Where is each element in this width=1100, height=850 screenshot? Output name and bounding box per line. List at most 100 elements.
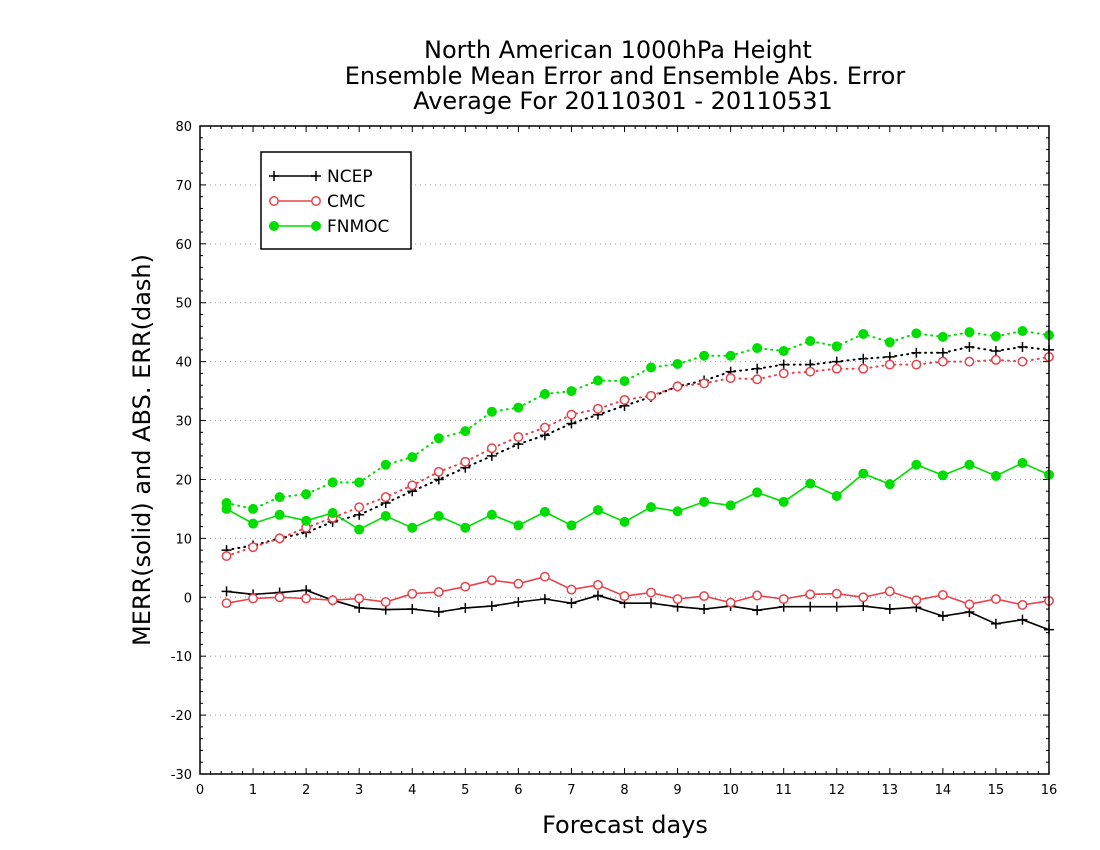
series-fnmoc-abs-err-point <box>964 327 975 338</box>
series-ncep <box>221 341 1054 635</box>
legend-marker <box>311 196 321 206</box>
series-cmc-merr-point <box>911 595 922 606</box>
x-tick-label: 14 <box>935 783 952 798</box>
series-layer <box>221 326 1054 635</box>
series-cmc-abs-err-point <box>566 409 577 420</box>
series-cmc-merr-point <box>805 589 816 600</box>
y-axis-label: MERR(solid) and ABS. ERR(dash) <box>128 254 156 646</box>
series-ncep-merr-point <box>884 604 895 615</box>
x-tick-label: 6 <box>514 783 522 798</box>
x-tick-label: 12 <box>828 783 845 798</box>
series-cmc-abs-err-point <box>990 354 1001 365</box>
series-cmc-abs-err-point <box>539 422 550 433</box>
series-fnmoc-merr-point <box>619 516 630 527</box>
x-tick-label: 7 <box>567 783 575 798</box>
series-fnmoc-merr-point <box>460 522 471 533</box>
series-fnmoc-merr-point <box>805 478 816 489</box>
series-cmc-merr-point <box>619 591 630 602</box>
legend: NCEP CMC FNMOC <box>260 151 412 250</box>
series-cmc-abs-err-point <box>937 356 948 367</box>
x-tick-label: 9 <box>673 783 681 798</box>
legend-label-fnmoc: FNMOC <box>327 217 389 237</box>
series-cmc-abs-err-point <box>221 551 232 561</box>
series-fnmoc-merr-point <box>831 490 842 501</box>
series-fnmoc-merr-point <box>380 510 391 521</box>
y-tick-label: 10 <box>175 532 192 547</box>
grid <box>200 184 1049 716</box>
series-fnmoc-merr-point <box>964 459 975 470</box>
series-fnmoc-abs-err-point <box>752 343 763 354</box>
y-tick-label: 70 <box>175 179 192 194</box>
series-ncep-merr-point <box>592 590 603 601</box>
series-ncep-merr-point <box>858 601 869 612</box>
series-ncep-merr-point <box>990 618 1001 629</box>
series-cmc-merr-point <box>725 597 736 608</box>
series-cmc-merr-point <box>486 575 497 586</box>
series-cmc-abs-err-point <box>858 363 869 374</box>
series-fnmoc-merr-point <box>937 470 948 481</box>
series-fnmoc-abs-err-point <box>539 389 550 400</box>
series-cmc-merr-point <box>990 594 1001 604</box>
series-fnmoc-abs-err-point <box>486 406 497 417</box>
series-fnmoc-merr-point <box>592 505 603 516</box>
series-fnmoc-abs-err-point <box>805 336 816 347</box>
series-cmc-abs-err-point <box>513 432 524 442</box>
series-cmc-merr-point <box>380 597 391 607</box>
series-cmc-abs-err-point <box>274 533 285 544</box>
series-fnmoc-abs-err-point <box>725 350 736 361</box>
legend-marker <box>311 171 321 181</box>
series-cmc-abs-err-point <box>248 542 259 553</box>
y-tick-label: -30 <box>171 768 192 783</box>
series-fnmoc-abs-err-point <box>248 503 259 514</box>
series-cmc-abs-err-point <box>699 378 710 389</box>
series-fnmoc-merr-point <box>301 515 312 526</box>
series-cmc-merr-point <box>354 593 365 604</box>
series-cmc-merr-point <box>884 586 895 597</box>
series-fnmoc-abs-err-point <box>301 489 312 500</box>
series-fnmoc-abs-err-point <box>778 346 789 357</box>
series-cmc-abs-err-point <box>1017 356 1028 367</box>
series-cmc <box>221 351 1054 610</box>
x-tick-label: 3 <box>355 783 363 798</box>
series-cmc-merr-point <box>699 591 710 602</box>
series-fnmoc-abs-err-point <box>566 386 577 397</box>
series-fnmoc-abs-err-point <box>858 328 869 339</box>
series-fnmoc-merr-point <box>672 506 683 517</box>
series-cmc-abs-err-point <box>593 403 603 414</box>
series-cmc-merr-point <box>593 579 603 590</box>
series-fnmoc-merr-point <box>274 509 285 520</box>
series-fnmoc-merr-point <box>646 502 657 513</box>
series-cmc-abs-err-point <box>380 492 391 503</box>
series-fnmoc-merr-point <box>248 518 259 529</box>
y-tick-label: -20 <box>171 709 192 724</box>
x-tick-label: 13 <box>882 783 899 798</box>
x-tick-label: 16 <box>1041 783 1058 798</box>
plot-frame <box>199 125 1050 775</box>
series-ncep-merr-point <box>539 594 550 605</box>
series-ncep-merr-point <box>354 602 365 613</box>
series-cmc-merr-point <box>672 594 683 604</box>
series-cmc-abs-err-point <box>672 381 683 392</box>
y-tick-label: -10 <box>171 650 192 665</box>
series-ncep-merr-point <box>831 601 842 612</box>
series-ncep-merr-point <box>221 586 232 597</box>
series-fnmoc-merr-point <box>486 509 497 520</box>
legend-item-fnmoc: FNMOC <box>269 217 389 237</box>
series-ncep-abs-err-point <box>964 341 975 352</box>
x-tick-label: 1 <box>249 783 257 798</box>
series-cmc-merr-point <box>964 599 975 610</box>
series-cmc-merr-point <box>274 592 285 603</box>
series-ncep-merr-point <box>699 604 710 615</box>
series-fnmoc-merr-point <box>911 459 922 470</box>
series-ncep-merr-point <box>486 601 497 612</box>
legend-item-cmc: CMC <box>269 192 365 212</box>
series-fnmoc-abs-err-point <box>646 362 657 373</box>
legend-label-ncep: NCEP <box>327 167 373 187</box>
y-tick-label: 80 <box>175 120 192 135</box>
series-ncep-merr-line <box>225 589 1050 631</box>
series-fnmoc-merr-point <box>778 496 789 507</box>
series-cmc-abs-err-point <box>460 456 471 467</box>
series-fnmoc-abs-err-point <box>354 477 365 488</box>
series-ncep-abs-err-point <box>858 353 869 364</box>
chart-title-line-3: Average For 20110301 - 20110531 <box>413 87 833 115</box>
